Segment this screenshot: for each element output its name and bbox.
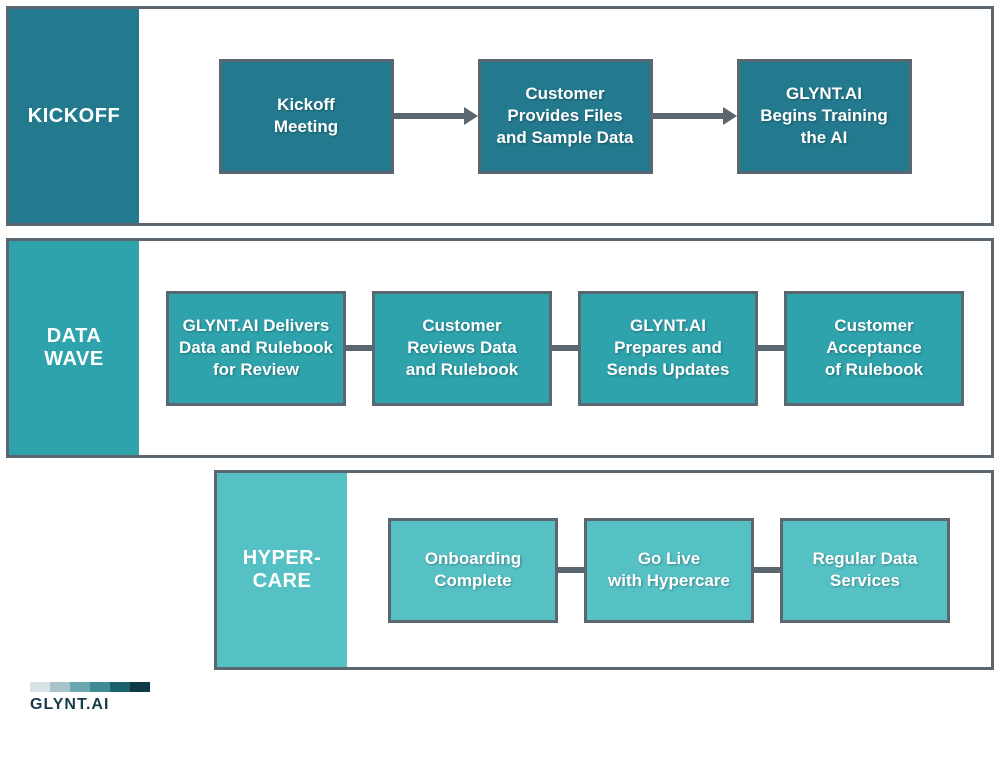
step-box: GLYNT.AIPrepares andSends Updates [578,291,758,406]
phase-row-hypercare: HYPER-CAREOnboardingCompleteGo Livewith … [214,470,994,670]
phase-content-hypercare: OnboardingCompleteGo Livewith HypercareR… [347,473,991,667]
brand-logo: GLYNT.AI [30,682,150,722]
connector [754,563,780,577]
step-box: CustomerProvides Filesand Sample Data [478,59,653,174]
step-box: GLYNT.AI DeliversData and Rulebookfor Re… [166,291,346,406]
connector [346,341,372,355]
step-box: OnboardingComplete [388,518,558,623]
phase-content-kickoff: KickoffMeeting CustomerProvides Filesand … [139,9,991,223]
phase-label-hypercare: HYPER-CARE [217,473,347,667]
connector [394,109,478,123]
arrow-right-icon [723,107,737,125]
step-box: CustomerAcceptanceof Rulebook [784,291,964,406]
brand-logo-text: GLYNT.AI [30,696,150,714]
connector [758,341,784,355]
step-box: Go Livewith Hypercare [584,518,754,623]
phase-label-kickoff: KICKOFF [9,9,139,223]
step-box: CustomerReviews Dataand Rulebook [372,291,552,406]
phase-content-datawave: GLYNT.AI DeliversData and Rulebookfor Re… [139,241,991,455]
step-box: GLYNT.AIBegins Trainingthe AI [737,59,912,174]
connector [558,563,584,577]
connector [552,341,578,355]
phase-row-kickoff: KICKOFF KickoffMeeting CustomerProvides Fi… [6,6,994,226]
phase-row-datawave: DATAWAVEGLYNT.AI DeliversData and Rulebo… [6,238,994,458]
phase-label-datawave: DATAWAVE [9,241,139,455]
step-box: KickoffMeeting [219,59,394,174]
connector [653,109,737,123]
step-box: Regular DataServices [780,518,950,623]
arrow-right-icon [464,107,478,125]
